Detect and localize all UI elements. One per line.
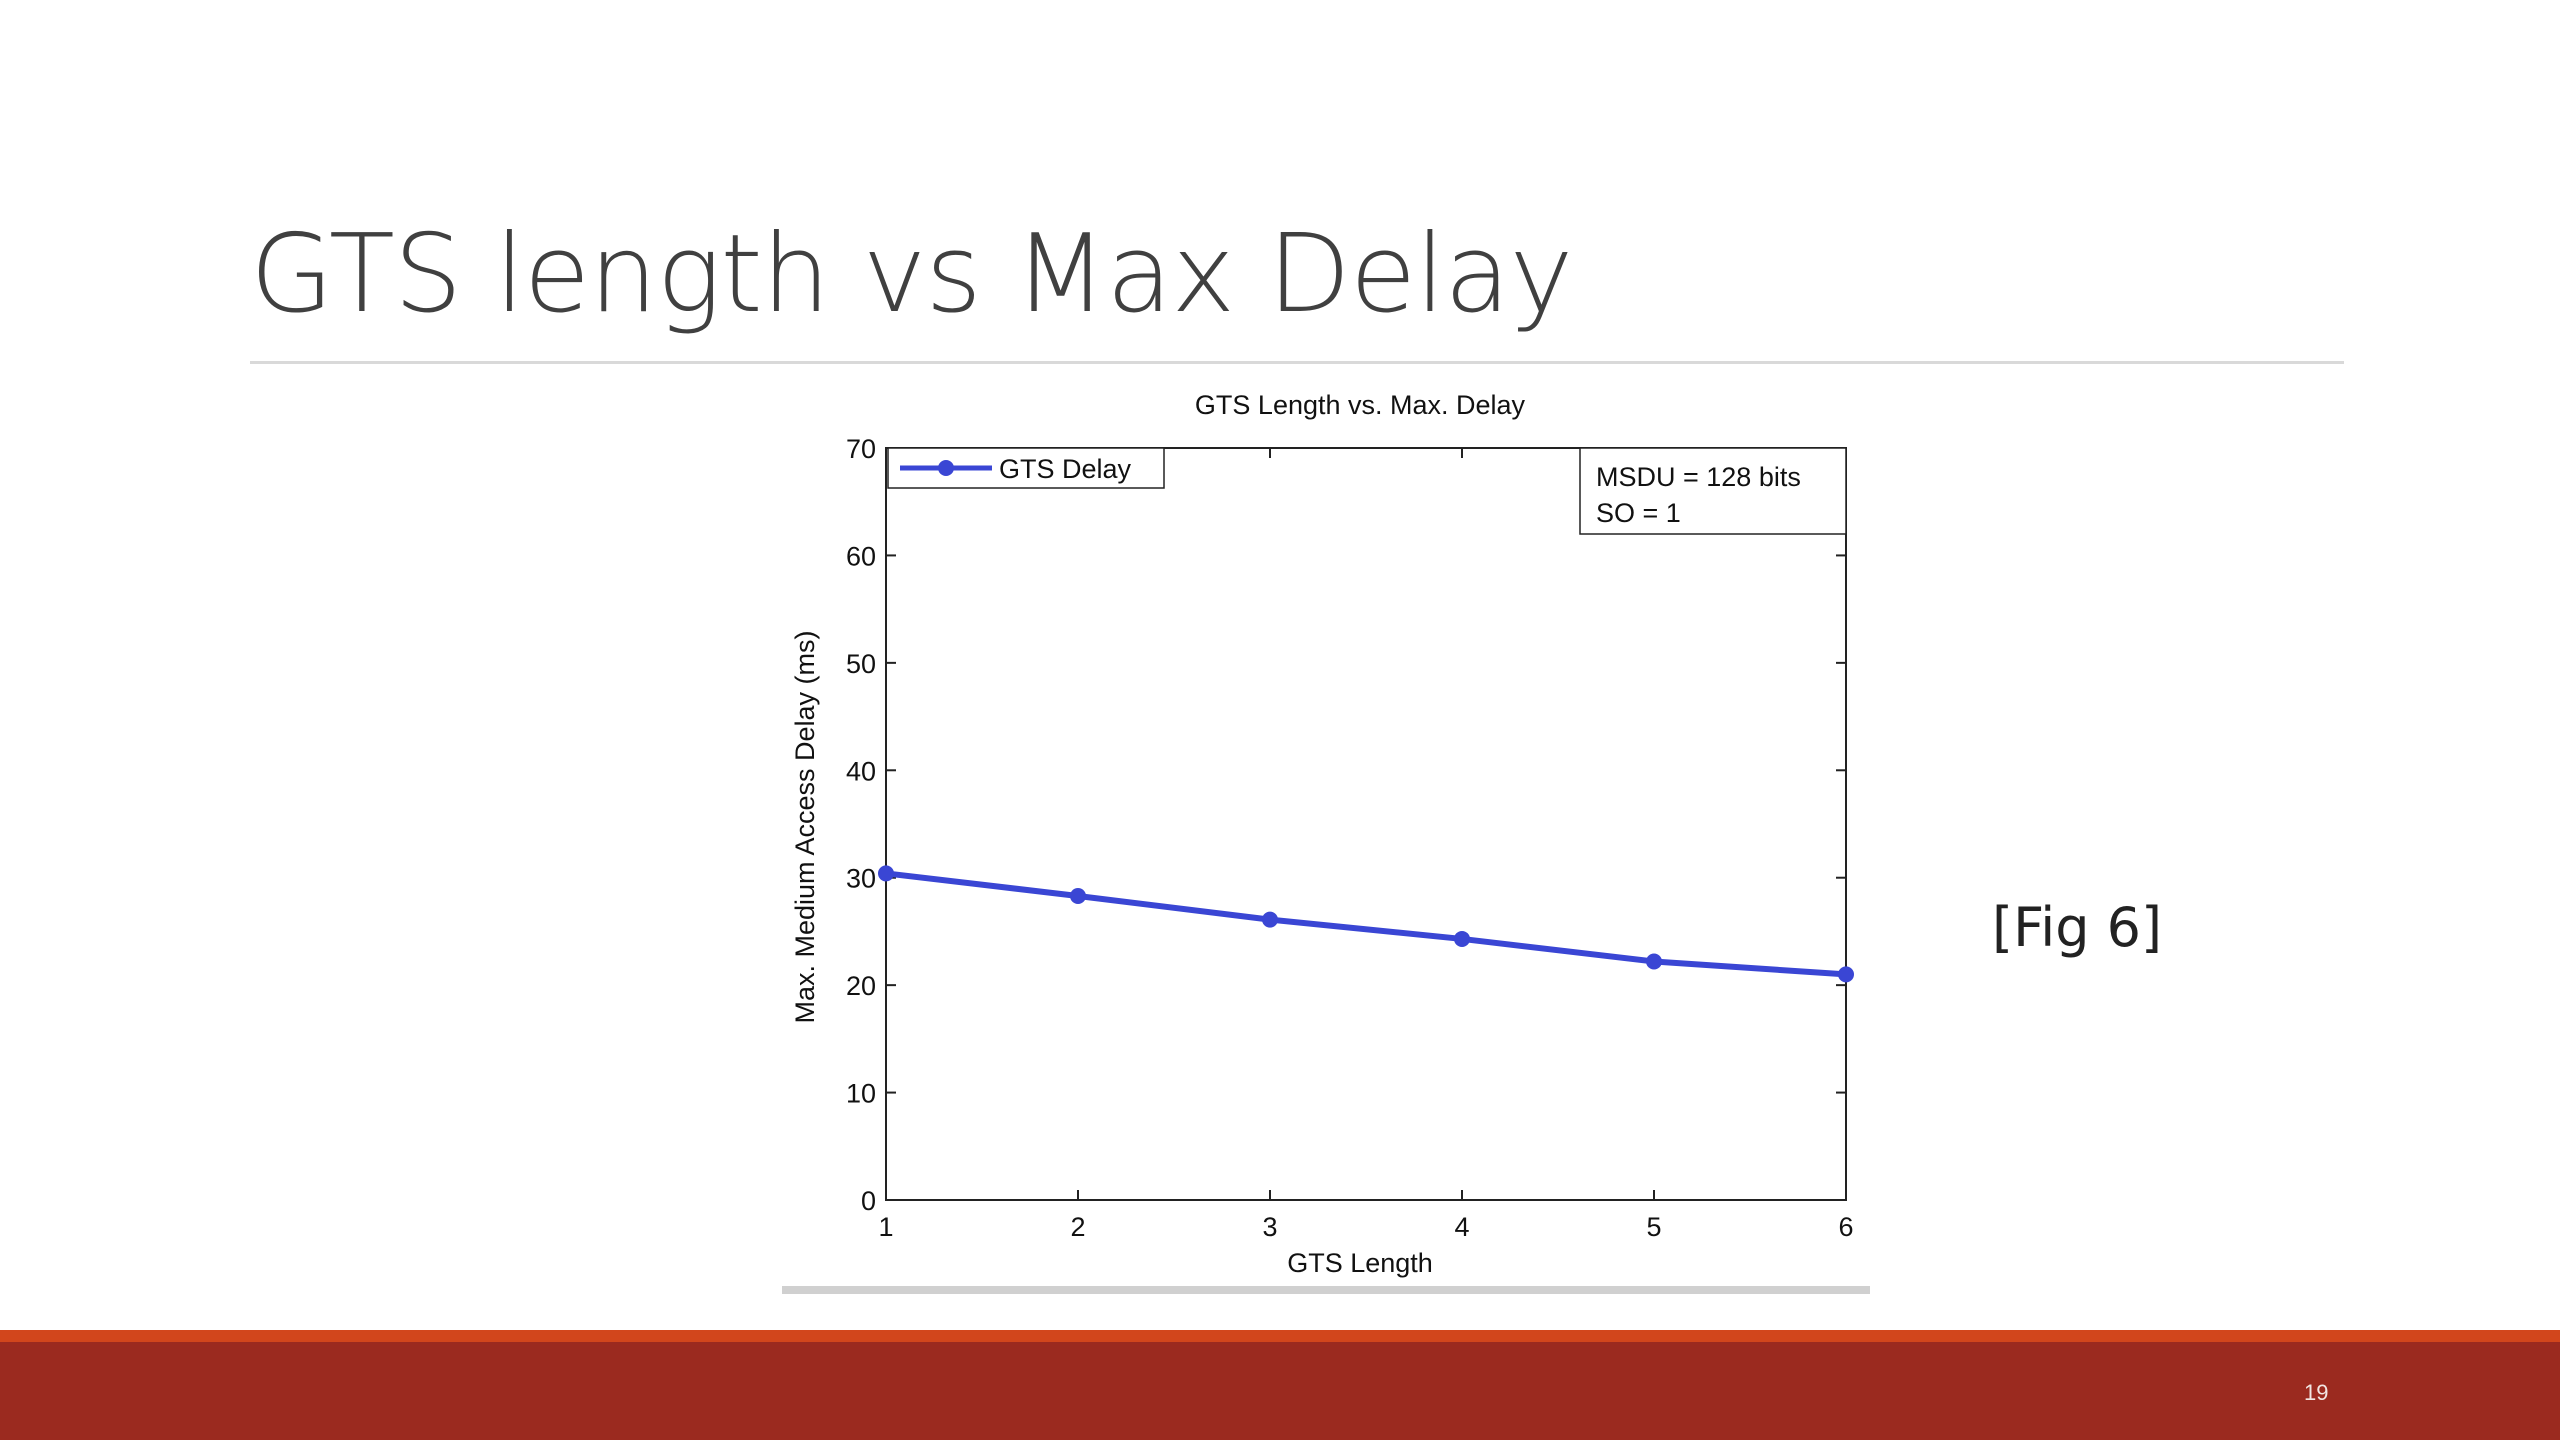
- annotation-msdu: MSDU = 128 bits: [1596, 462, 1801, 492]
- x-tick-label: 1: [878, 1212, 893, 1242]
- figure-caption: [Fig 6]: [1992, 896, 2163, 959]
- y-tick-label: 0: [861, 1186, 876, 1216]
- slide-title: GTS length vs Max Delay: [250, 212, 1573, 337]
- x-tick-label: 3: [1262, 1212, 1277, 1242]
- x-tick-label: 5: [1646, 1212, 1661, 1242]
- y-tick-label: 60: [846, 541, 876, 571]
- annotation-box: MSDU = 128 bits SO = 1: [1579, 447, 1847, 535]
- data-point: [1262, 911, 1278, 928]
- chart-svg: GTS Length vs. Max. Delay 1 2 3 4 5 6 0 10 20 30…: [790, 390, 1854, 1278]
- legend: GTS Delay: [887, 447, 1165, 489]
- chart-image-shadow: [782, 1286, 1870, 1294]
- data-point: [1454, 930, 1470, 947]
- x-axis-label: GTS Length: [1287, 1248, 1433, 1278]
- y-tick-label: 10: [846, 1079, 876, 1109]
- x-tick-labels: 1 2 3 4 5 6: [878, 1212, 1853, 1242]
- footer-bar: [0, 1342, 2560, 1440]
- data-point: [878, 865, 894, 882]
- y-tick-label: 40: [846, 756, 876, 786]
- title-divider: [250, 361, 2344, 364]
- series-gts-delay: [878, 865, 1854, 983]
- y-tick-labels: 0 10 20 30 40 50 60 70: [846, 434, 876, 1216]
- annotation-frame: [1579, 447, 1847, 535]
- plot-area: [885, 447, 1847, 1201]
- chart-title: GTS Length vs. Max. Delay: [1195, 390, 1526, 420]
- y-axis-label: Max. Medium Access Delay (ms): [790, 630, 820, 1023]
- line-chart: GTS Length vs. Max. Delay 1 2 3 4 5 6 0 10 20 30…: [770, 390, 1900, 1300]
- y-tick-label: 70: [846, 434, 876, 464]
- footer-accent-bar: [0, 1330, 2560, 1342]
- x-tick-label: 4: [1454, 1212, 1469, 1242]
- y-tick-label: 50: [846, 649, 876, 679]
- legend-entry-gts-delay: GTS Delay: [999, 454, 1132, 484]
- series-line: [885, 870, 1847, 978]
- annotation-so: SO = 1: [1596, 498, 1681, 528]
- y-tick-label: 30: [846, 864, 876, 894]
- data-point: [1646, 953, 1662, 970]
- y-tick-label: 20: [846, 971, 876, 1001]
- data-point: [1070, 887, 1086, 904]
- x-tick-label: 2: [1070, 1212, 1085, 1242]
- data-point: [1838, 966, 1854, 983]
- legend-marker-swatch: [938, 460, 954, 476]
- slide-number: 19: [2304, 1380, 2329, 1405]
- x-tick-label: 6: [1838, 1212, 1853, 1242]
